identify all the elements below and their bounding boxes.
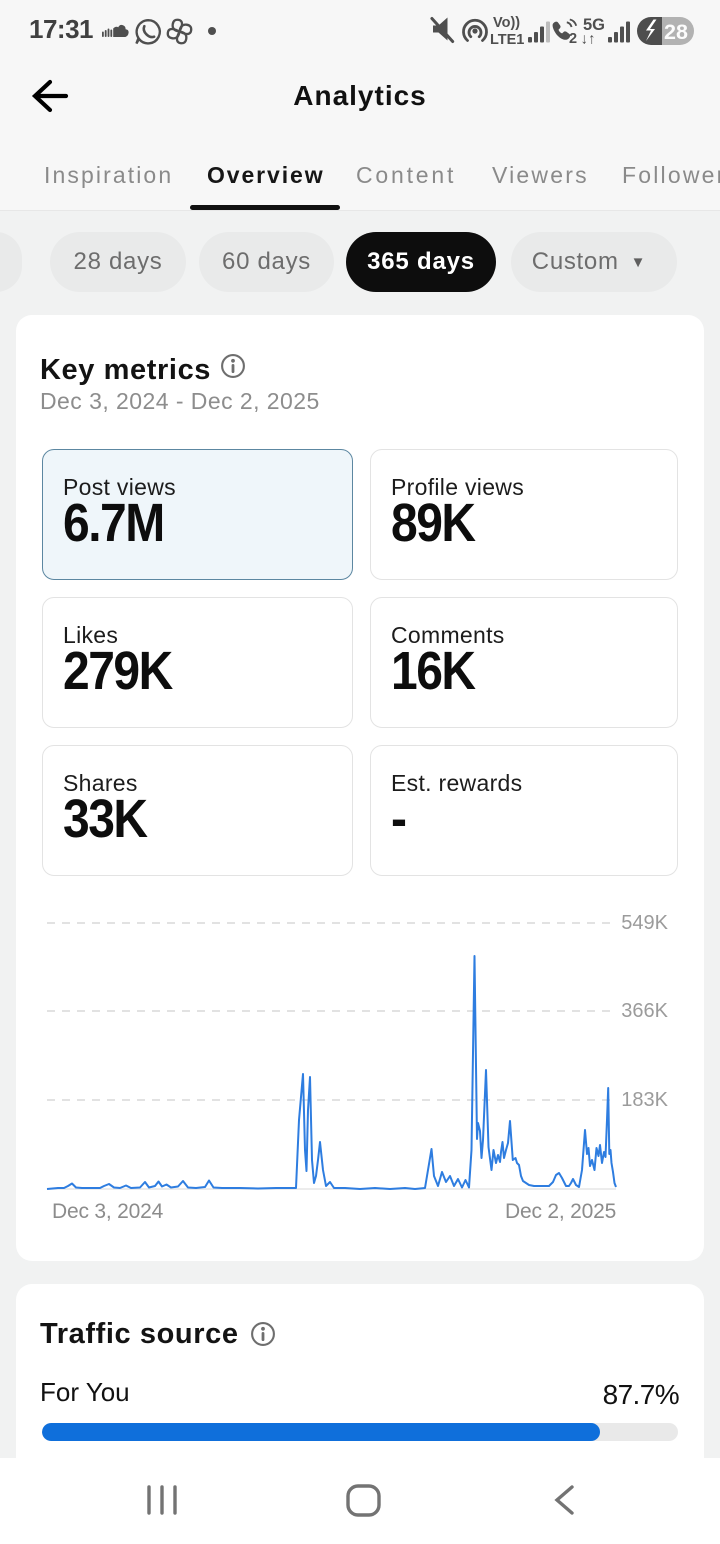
svg-text:2: 2 — [569, 31, 577, 47]
svg-text:28: 28 — [664, 20, 688, 44]
svg-text:LTE1: LTE1 — [490, 32, 524, 48]
svg-text:Vo)): Vo)) — [493, 15, 520, 31]
svg-text:↓↑: ↓↑ — [581, 31, 596, 48]
svg-text:5G: 5G — [583, 16, 605, 34]
